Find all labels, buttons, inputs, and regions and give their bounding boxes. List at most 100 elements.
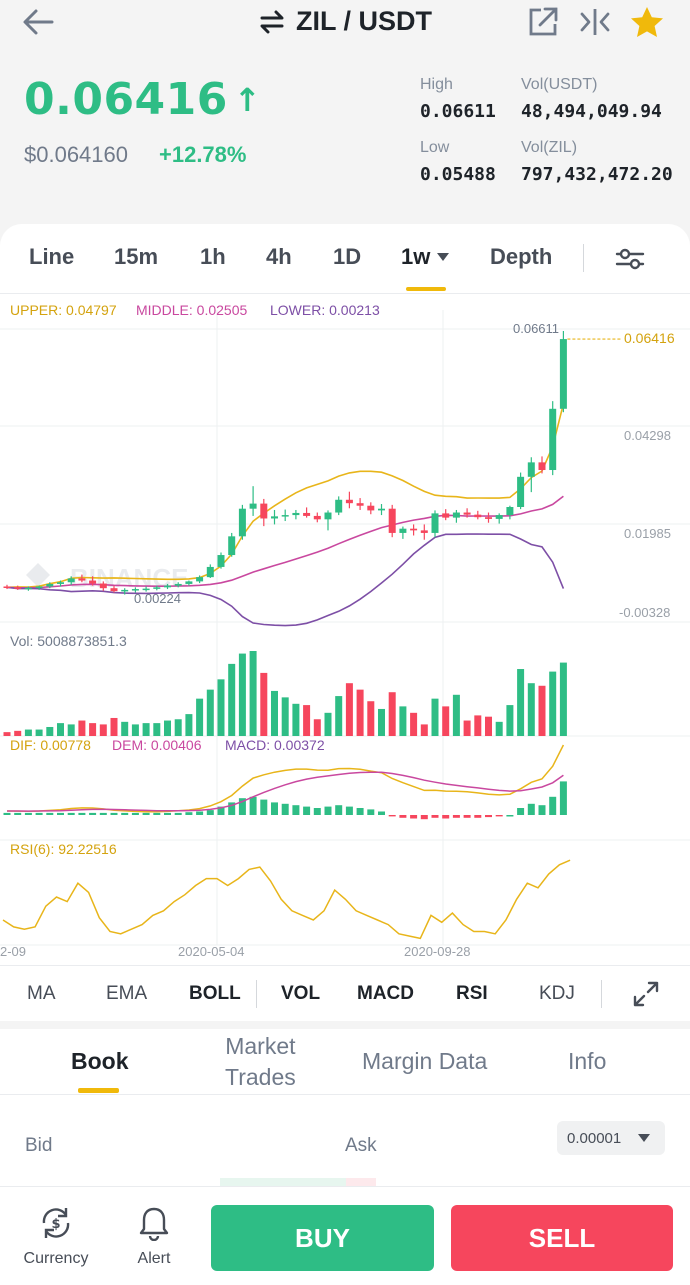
macd-bar bbox=[185, 812, 193, 815]
candle-body bbox=[281, 515, 289, 517]
candle-body bbox=[164, 585, 171, 588]
precision-select[interactable]: 0.00001 bbox=[557, 1121, 665, 1155]
candle-body bbox=[485, 517, 492, 519]
macd-bar bbox=[485, 815, 492, 818]
indicator-boll[interactable]: BOLL bbox=[189, 983, 241, 1004]
tab-1h[interactable]: 1h bbox=[200, 244, 226, 269]
tab-book[interactable]: Book bbox=[71, 1048, 129, 1074]
last-price-value: 0.06416 bbox=[24, 74, 228, 125]
volume-bar bbox=[281, 697, 289, 736]
candle-body bbox=[378, 508, 385, 511]
boll-middle-label: MIDDLE: 0.02505 bbox=[136, 302, 248, 318]
volume-bar bbox=[303, 705, 311, 736]
macd-bar bbox=[271, 802, 278, 815]
candle-body bbox=[399, 528, 407, 533]
tab-market-trades[interactable]: Market Trades bbox=[225, 1033, 296, 1090]
macd-bar bbox=[388, 815, 396, 817]
macd-bar bbox=[431, 815, 439, 818]
tab-1d[interactable]: 1D bbox=[333, 244, 362, 269]
chart-settings-button[interactable] bbox=[610, 242, 650, 276]
tab-info[interactable]: Info bbox=[568, 1048, 607, 1074]
candle-body bbox=[356, 503, 364, 506]
tab-line[interactable]: Line bbox=[29, 244, 75, 269]
macd-bar bbox=[46, 812, 54, 815]
high-value: 0.06611 bbox=[420, 101, 496, 122]
candle-body bbox=[388, 508, 396, 533]
kline-chart[interactable]: BINANCE UPPER: 0.04797 MIDDLE: 0.02505 L… bbox=[0, 295, 690, 965]
volume-bar bbox=[559, 662, 567, 736]
macd-bar bbox=[517, 808, 525, 815]
volume-bar bbox=[110, 717, 118, 736]
alert-button[interactable]: Alert bbox=[114, 1205, 194, 1268]
volume-bar bbox=[549, 671, 557, 736]
volume-bar bbox=[153, 723, 161, 736]
indicator-macd[interactable]: MACD bbox=[357, 983, 414, 1004]
caret-down-icon bbox=[638, 1134, 650, 1142]
caret-down-icon bbox=[437, 253, 450, 261]
volume-bar bbox=[410, 712, 418, 736]
macd-bar bbox=[174, 812, 182, 815]
active-section-indicator bbox=[78, 1088, 119, 1093]
indicator-vol[interactable]: VOL bbox=[281, 983, 321, 1004]
precision-value: 0.00001 bbox=[567, 1129, 622, 1147]
macd-bar bbox=[463, 815, 471, 818]
buy-button[interactable]: BUY bbox=[211, 1205, 434, 1271]
currency-button[interactable]: $ Currency bbox=[16, 1205, 96, 1268]
macd-bar bbox=[549, 796, 557, 815]
high-label: High bbox=[420, 76, 453, 93]
boll-upper-line bbox=[6, 403, 565, 589]
sell-button[interactable]: SELL bbox=[451, 1205, 673, 1271]
macd-bar bbox=[249, 796, 257, 815]
rsi-label: RSI(6): 92.22516 bbox=[10, 841, 117, 857]
volume-bar bbox=[3, 732, 11, 736]
volume-bar bbox=[506, 705, 514, 736]
tab-1w-label: 1w bbox=[401, 244, 431, 269]
price-axis-label-middle: 0.01985 bbox=[624, 526, 671, 541]
tab-depth[interactable]: Depth bbox=[490, 244, 553, 269]
volume-bar bbox=[420, 724, 428, 736]
alert-label: Alert bbox=[137, 1250, 171, 1267]
volume-bar bbox=[367, 701, 375, 736]
candle-body bbox=[335, 499, 343, 513]
macd-bar bbox=[559, 781, 567, 815]
indicator-ema[interactable]: EMA bbox=[106, 983, 148, 1004]
volume-bar bbox=[260, 672, 268, 736]
volume-bar bbox=[474, 715, 482, 736]
pair-selector[interactable]: ZIL / USDT bbox=[0, 6, 690, 37]
volume-bar bbox=[35, 729, 43, 736]
indicator-kdj[interactable]: KDJ bbox=[539, 983, 575, 1004]
macd-bar bbox=[131, 812, 139, 815]
macd-bar bbox=[78, 812, 86, 815]
fullscreen-button[interactable] bbox=[628, 978, 664, 1010]
tab-15m[interactable]: 15m bbox=[114, 244, 159, 269]
compare-icon bbox=[580, 9, 610, 35]
macd-dif-line bbox=[6, 744, 565, 813]
candle-body bbox=[313, 515, 321, 520]
tab-margin-data[interactable]: Margin Data bbox=[362, 1048, 488, 1074]
back-button[interactable] bbox=[18, 2, 58, 42]
candle-body bbox=[517, 476, 525, 507]
ask-depth-bar bbox=[346, 1178, 376, 1186]
volume-bar bbox=[495, 721, 503, 736]
boll-upper-label: UPPER: 0.04797 bbox=[10, 302, 117, 318]
volume-bar bbox=[324, 712, 332, 736]
macd-bar bbox=[228, 802, 236, 815]
active-tab-indicator bbox=[406, 287, 446, 291]
vol-usdt-label: Vol(USDT) bbox=[521, 76, 598, 93]
bid-depth-bar bbox=[220, 1178, 346, 1186]
indicator-selector: MA EMA BOLL VOL MACD RSI KDJ bbox=[0, 965, 690, 1021]
macd-dif-label: DIF: 0.00778 bbox=[10, 737, 91, 753]
indicator-ma[interactable]: MA bbox=[27, 983, 56, 1004]
external-link-button[interactable] bbox=[523, 2, 563, 42]
favorite-button[interactable] bbox=[627, 2, 667, 42]
tab-4h[interactable]: 4h bbox=[266, 244, 292, 269]
candle-body bbox=[260, 503, 268, 519]
candle-body bbox=[46, 583, 54, 587]
indicator-rsi[interactable]: RSI bbox=[456, 983, 488, 1004]
tab-1w[interactable]: 1w bbox=[401, 244, 450, 270]
candle-body bbox=[67, 578, 75, 583]
expand-icon bbox=[633, 981, 659, 1007]
star-icon bbox=[631, 7, 663, 37]
compare-button[interactable] bbox=[575, 2, 615, 42]
chart-canvas[interactable]: BINANCE bbox=[0, 295, 690, 965]
